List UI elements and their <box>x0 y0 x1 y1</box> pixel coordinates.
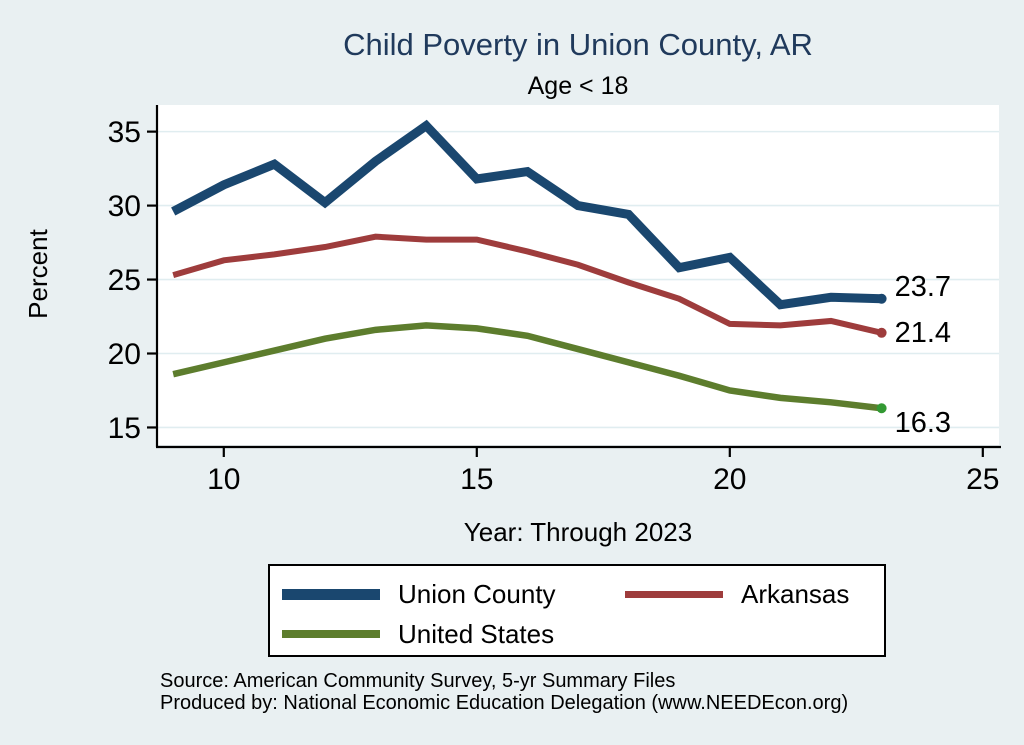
end-value-label-union-county: 23.7 <box>895 271 951 303</box>
legend-swatch-arkansas <box>625 590 723 598</box>
source-line-2: Produced by: National Economic Education… <box>160 692 849 714</box>
x-axis-label: Year: Through 2023 <box>463 517 693 547</box>
y-tick-label-35: 35 <box>108 116 141 149</box>
end-value-label-arkansas: 21.4 <box>895 317 951 349</box>
x-tick-label-20: 20 <box>713 463 746 496</box>
legend-label-arkansas: Arkansas <box>741 579 850 609</box>
source-line-1: Source: American Community Survey, 5-yr … <box>160 670 676 692</box>
legend-item-arkansas: Arkansas <box>625 580 849 608</box>
line-chart: 15 20 25 30 35 10 15 20 25 23.7 21.4 16.3 <box>108 105 1001 496</box>
legend: Union County Arkansas United States <box>268 564 886 657</box>
x-tick-label-15: 15 <box>460 463 493 496</box>
series-line-union-county <box>171 119 882 310</box>
series-end-marker-united-states <box>876 403 887 414</box>
y-axis-label: Percent <box>23 229 53 319</box>
legend-item-united-states: United States <box>282 620 554 648</box>
y-tick-label-15: 15 <box>108 412 141 445</box>
end-value-label-united-states: 16.3 <box>895 407 951 439</box>
plot-area <box>157 105 999 445</box>
y-tick-label-25: 25 <box>108 264 141 297</box>
series-end-marker-arkansas <box>876 327 887 338</box>
legend-item-union-county: Union County <box>282 580 556 608</box>
y-tick-label-20: 20 <box>108 338 141 371</box>
x-tick-label-25: 25 <box>966 463 999 496</box>
y-tick-label-30: 30 <box>108 190 141 223</box>
legend-swatch-united-states <box>282 630 380 638</box>
series-line-united-states <box>172 322 882 412</box>
chart-subtitle: Age < 18 <box>527 72 629 100</box>
series-line-arkansas <box>172 233 883 336</box>
legend-label-union-county: Union County <box>398 579 556 609</box>
x-tick-label-10: 10 <box>207 463 240 496</box>
legend-label-united-states: United States <box>398 619 555 649</box>
series-end-marker-union-county <box>876 293 887 304</box>
legend-swatch-union-county <box>282 588 380 600</box>
chart-title: Child Poverty in Union County, AR <box>343 27 813 62</box>
source-note: Source: American Community Survey, 5-yr … <box>160 670 848 714</box>
